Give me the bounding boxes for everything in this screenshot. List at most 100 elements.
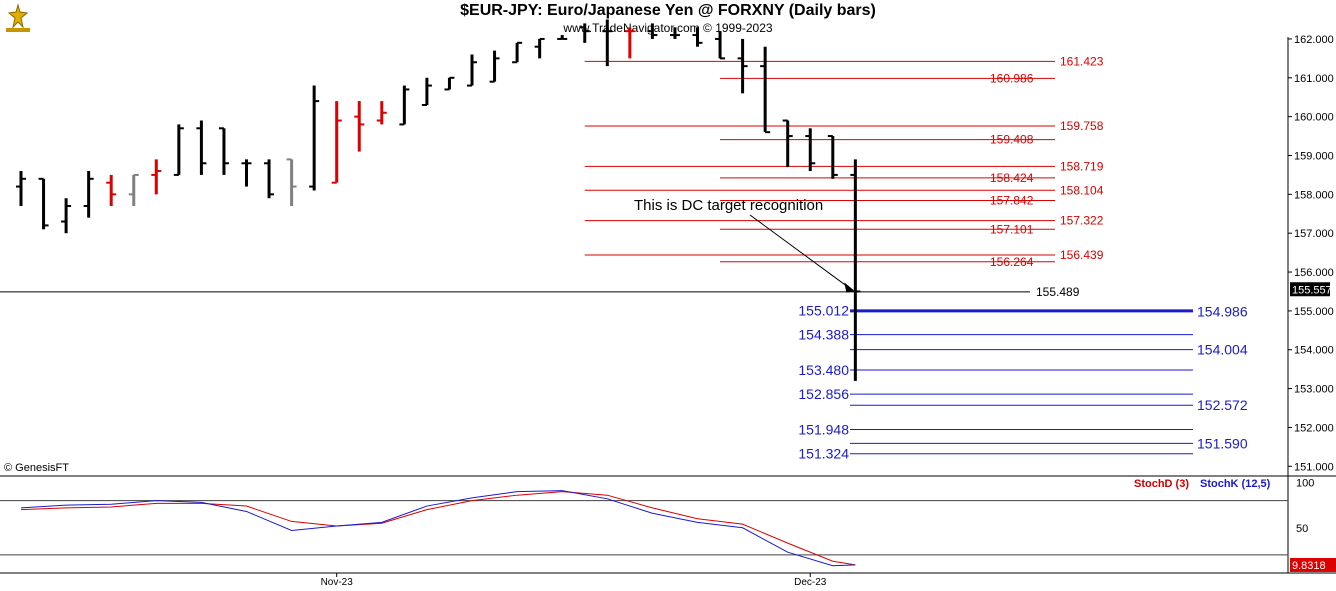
- ohlc-bar: [850, 159, 861, 381]
- ohlc-bar: [286, 158, 297, 206]
- stoch-tick-label: 100: [1296, 478, 1314, 490]
- x-tick-label: Dec-23: [794, 577, 827, 588]
- ohlc-bar: [376, 101, 387, 125]
- ohlc-bar: [579, 23, 590, 43]
- ohlc-bar: [737, 38, 748, 94]
- stoch-series-line: [20, 490, 856, 567]
- ohlc-bar: [196, 120, 207, 175]
- stoch-tick-label: 50: [1296, 523, 1308, 535]
- copyright-label: © GenesisFT: [4, 462, 69, 474]
- ohlc-bar: [309, 85, 320, 191]
- red-level-label: 157.322: [1060, 214, 1104, 228]
- ohlc-bar: [264, 159, 275, 199]
- ohlc-bar: [128, 173, 139, 206]
- red-level-label: 159.408: [990, 133, 1034, 147]
- annotation-arrow: [749, 214, 852, 290]
- ohlc-bar: [557, 35, 568, 40]
- price-bars: [16, 19, 861, 381]
- y-tick-label: 162.000: [1294, 34, 1334, 46]
- stoch-last-label: 9.8318: [1292, 560, 1326, 572]
- date-axis: Nov-23 Dec-23: [321, 573, 827, 588]
- ohlc-bar: [512, 41, 523, 64]
- blue-level-label: 154.004: [1197, 342, 1248, 358]
- red-level-label: 161.423: [1060, 54, 1104, 68]
- ohlc-bar: [715, 31, 726, 60]
- ohlc-bar: [805, 128, 816, 172]
- black-level-label: 155.489: [1036, 285, 1080, 299]
- annotation-arrowhead: [844, 282, 856, 293]
- y-tick-label: 159.000: [1294, 150, 1334, 162]
- ohlc-bar: [173, 124, 184, 176]
- y-tick-label: 151.000: [1294, 461, 1334, 473]
- ohlc-bar: [61, 198, 72, 234]
- red-level-label: 160.986: [990, 71, 1034, 85]
- ohlc-bar: [16, 171, 26, 206]
- ohlc-bar: [421, 77, 432, 106]
- trade-navigator-logo: [2, 2, 34, 34]
- fib-levels: 161.423 160.986 159.758 159.408 158.719 158.4…: [0, 54, 1248, 462]
- stoch-series-line: [20, 491, 856, 566]
- x-tick-label: Nov-23: [321, 577, 354, 588]
- ohlc-bar: [534, 37, 545, 59]
- ohlc-bar: [151, 159, 162, 195]
- blue-level-label: 151.590: [1197, 435, 1248, 451]
- red-level-label: 156.264: [990, 255, 1034, 269]
- ohlc-bar: [624, 27, 635, 59]
- y-tick-label: 152.000: [1294, 422, 1334, 434]
- ohlc-bar: [241, 159, 252, 187]
- ohlc-bar: [444, 76, 455, 91]
- red-level-label: 158.719: [1060, 159, 1104, 173]
- ohlc-bar: [647, 23, 658, 39]
- chart-title: $EUR-JPY: Euro/Japanese Yen @ FORXNY (Da…: [460, 2, 876, 19]
- ohlc-bar: [218, 127, 229, 175]
- red-level-label: 158.424: [990, 171, 1034, 185]
- red-level-label: 157.842: [990, 193, 1034, 207]
- ohlc-bar: [38, 177, 49, 230]
- blue-level-label: 151.948: [798, 421, 849, 437]
- ohlc-bar: [782, 119, 793, 168]
- ohlc-bar: [692, 27, 703, 47]
- blue-level-label: 151.324: [798, 446, 849, 462]
- red-level-label: 156.439: [1060, 248, 1104, 262]
- ohlc-bar: [467, 54, 477, 87]
- y-tick-label: 158.000: [1294, 189, 1334, 201]
- ohlc-bar: [669, 27, 680, 39]
- blue-level-label: 152.856: [798, 386, 849, 402]
- ohlc-bar: [489, 50, 500, 83]
- ohlc-bar: [354, 101, 365, 152]
- red-level-label: 157.101: [990, 222, 1034, 236]
- last-price-badge: [1290, 282, 1330, 297]
- blue-level-label: 153.480: [798, 362, 849, 378]
- y-tick-label: 157.000: [1294, 228, 1334, 240]
- y-tick-label: 156.000: [1294, 267, 1334, 279]
- ohlc-bar: [331, 101, 342, 184]
- stoch-last-badge: [1290, 557, 1336, 572]
- ohlc-bar: [827, 135, 838, 179]
- y-tick-label: 155.000: [1294, 306, 1334, 318]
- y-tick-label: 161.000: [1294, 73, 1334, 85]
- price-frame: [0, 37, 1336, 574]
- ohlc-bar: [602, 19, 613, 67]
- red-level-label: 158.104: [1060, 183, 1104, 197]
- red-level-label: 159.758: [1060, 119, 1104, 133]
- ohlc-bar: [106, 174, 117, 206]
- blue-level-label: 152.572: [1197, 397, 1248, 413]
- ohlc-bar: [83, 171, 94, 218]
- annotation-text: This is DC target recognition: [634, 197, 823, 214]
- blue-level-label: 154.986: [1197, 303, 1248, 319]
- y-tick-label: 153.000: [1294, 384, 1334, 396]
- ohlc-bar: [399, 85, 410, 126]
- y-tick-label: 160.000: [1294, 112, 1334, 124]
- last-price-label: 155.557: [1292, 284, 1332, 296]
- price-y-axis: 162.000 161.000 160.000 159.000 158.000 157.0…: [1288, 34, 1334, 473]
- legend-stoch-d: StochD (3): [1134, 478, 1189, 490]
- y-tick-label: 154.000: [1294, 345, 1334, 357]
- blue-level-label: 154.388: [798, 327, 849, 343]
- annotation: This is DC target recognition: [634, 197, 856, 293]
- blue-level-label: 155.012: [798, 302, 849, 318]
- stochastic-panel: 100 50 9.8318: [0, 478, 1336, 572]
- ohlc-bar: [760, 46, 771, 134]
- legend-stoch-k: StochK (12,5): [1200, 478, 1271, 490]
